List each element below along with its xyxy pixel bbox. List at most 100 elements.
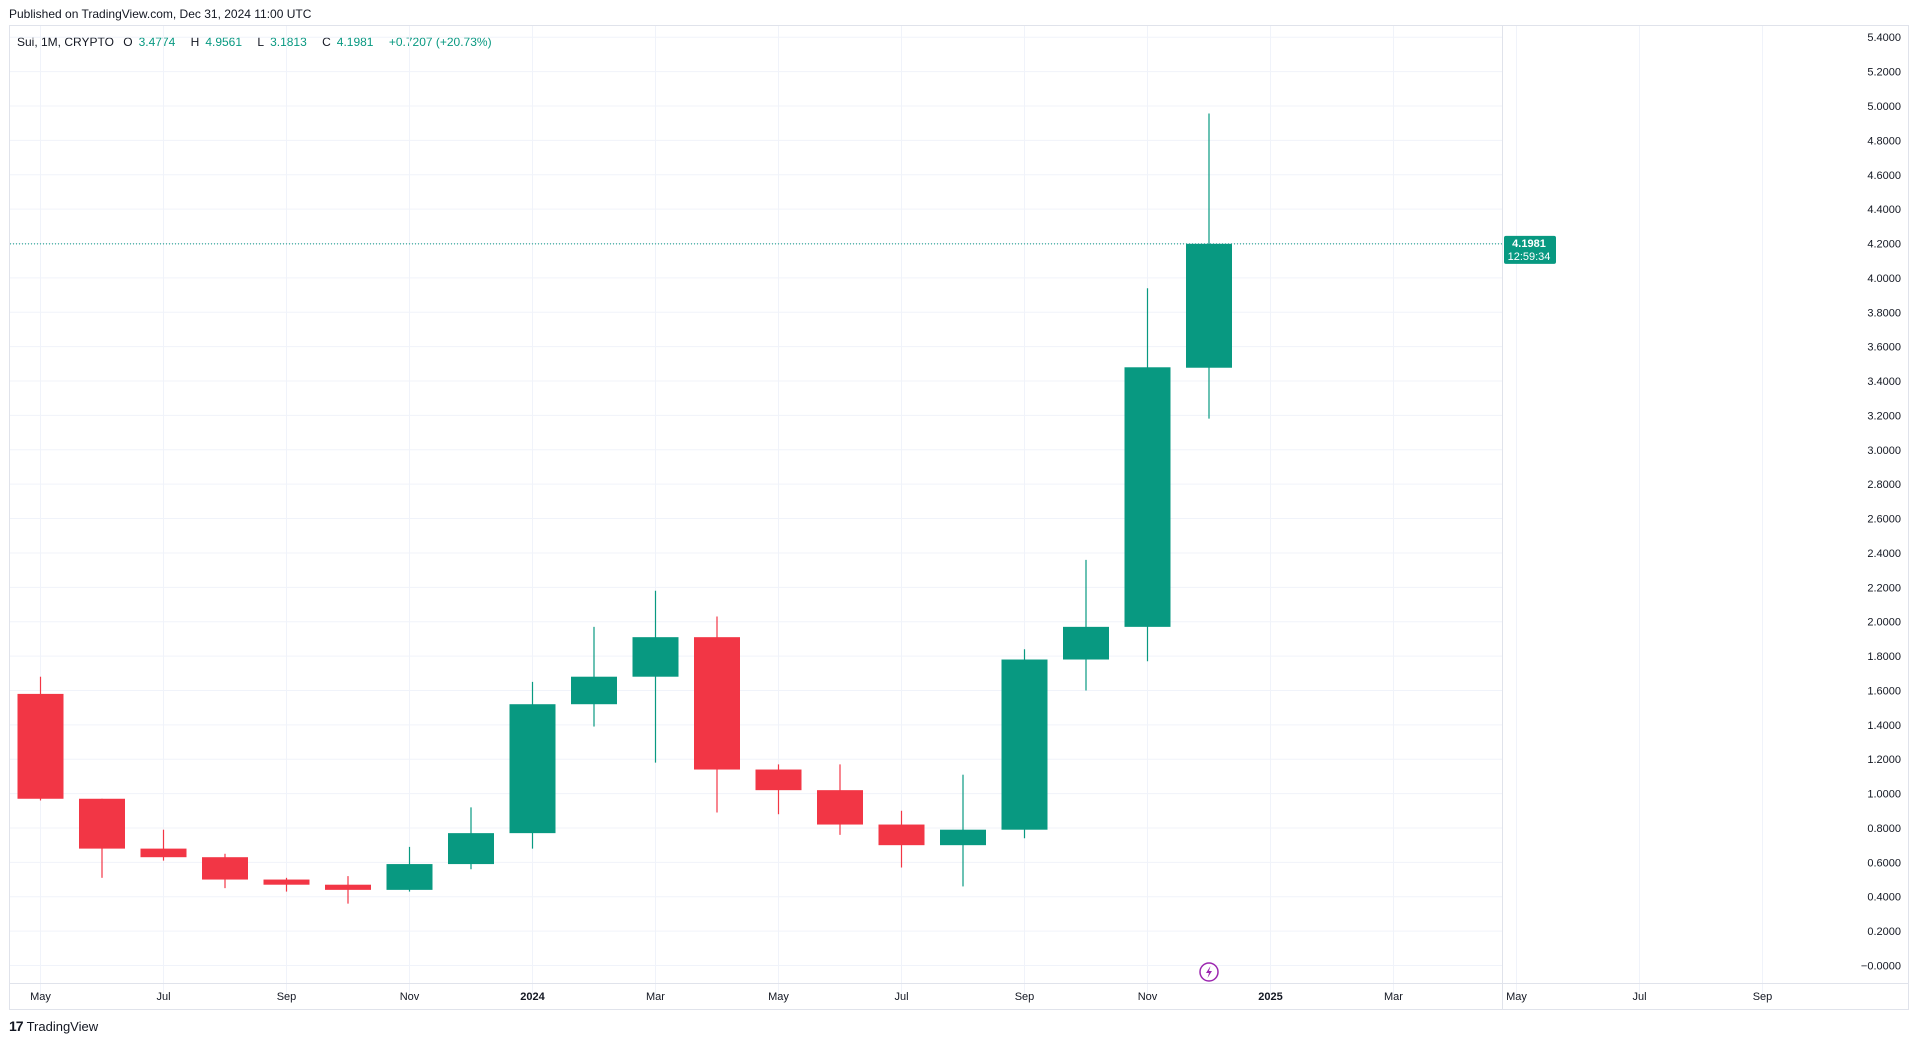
- y-tick-label: 3.2000: [1867, 410, 1901, 422]
- candle-up: [1063, 559, 1109, 691]
- candle-up: [448, 807, 494, 870]
- candle-body: [263, 879, 310, 885]
- candle-up: [632, 590, 679, 763]
- candle-body: [509, 704, 556, 834]
- y-tick-label: 3.6000: [1867, 342, 1901, 354]
- y-tick-label: 2.8000: [1867, 479, 1901, 491]
- candle-body: [632, 637, 679, 677]
- legend-close: 4.1981: [336, 35, 374, 49]
- y-tick-label: 1.8000: [1867, 651, 1901, 663]
- x-tick-label: Jul: [156, 991, 170, 1003]
- last-price-tag-bg: [1504, 235, 1556, 264]
- y-tick-label: 1.2000: [1867, 754, 1901, 766]
- y-tick-label: 0.4000: [1867, 892, 1901, 904]
- lightning-icon[interactable]: [1199, 962, 1219, 982]
- candle-down: [79, 798, 125, 878]
- candle-down: [17, 676, 64, 801]
- y-tick-label: 0.6000: [1867, 857, 1901, 869]
- y-tick-label: 5.4000: [1867, 32, 1901, 44]
- x-tick-label: Sep: [1015, 991, 1035, 1003]
- candle-body: [694, 637, 740, 770]
- candle-up: [1001, 649, 1048, 839]
- candle-down: [694, 616, 740, 813]
- candle-body: [17, 693, 64, 799]
- x-tick-label: Nov: [400, 991, 420, 1003]
- candle-body: [940, 829, 986, 846]
- last-price-value: 4.1981: [1512, 238, 1546, 250]
- price-axis[interactable]: 5.4000 5.2000 5.0000 4.8000 4.6000 4.4000 4.20…: [1502, 26, 1902, 1009]
- candle-body: [386, 864, 433, 890]
- candle-body: [878, 824, 925, 846]
- y-tick-label: 0.8000: [1867, 823, 1901, 835]
- legend-symbol: Sui, 1M, CRYPTO: [17, 35, 114, 49]
- legend-close-label: C: [322, 35, 331, 49]
- y-tick-label: 5.2000: [1867, 67, 1901, 79]
- y-tick-label: 3.8000: [1867, 307, 1901, 319]
- y-tick-label: 1.0000: [1867, 789, 1901, 801]
- x-tick-label: Sep: [1753, 991, 1773, 1003]
- y-tick-label: 3.4000: [1867, 376, 1901, 388]
- lightning-bolt-shape: [1206, 966, 1212, 978]
- candle-up: [509, 681, 556, 849]
- legend-low: 3.1813: [270, 35, 307, 49]
- bar-countdown: 12:59:34: [1508, 251, 1551, 263]
- candle-down: [755, 764, 802, 815]
- grid-lines: [10, 26, 1763, 995]
- y-tick-label: 5.0000: [1867, 101, 1901, 113]
- time-axis[interactable]: May Jul Sep Nov 2024 Mar May Jul Sep Nov 2025 Mar Ma…: [10, 983, 1908, 1004]
- legend-open: 3.4774: [138, 35, 176, 49]
- legend-high: 4.9561: [205, 35, 243, 49]
- x-tick-label: May: [30, 991, 51, 1003]
- x-tick-label: Jul: [1632, 991, 1646, 1003]
- x-tick-label: Nov: [1138, 991, 1158, 1003]
- y-tick-label: 4.0000: [1867, 273, 1901, 285]
- candle-body: [1186, 243, 1232, 368]
- candle-down: [140, 829, 187, 861]
- candle-body: [1001, 659, 1048, 830]
- y-tick-label: 4.2000: [1867, 239, 1901, 251]
- candle-down: [325, 876, 371, 904]
- x-tick-label: May: [768, 991, 789, 1003]
- y-tick-label: 1.4000: [1867, 720, 1901, 732]
- candle-up: [1186, 113, 1232, 419]
- legend-open-label: O: [123, 35, 133, 49]
- candle-up: [940, 774, 986, 887]
- tradingview-logo-icon: 17: [9, 1018, 24, 1034]
- published-caption: Published on TradingView.com, Dec 31, 20…: [9, 7, 312, 21]
- candle-down: [817, 764, 863, 835]
- candle-body: [1124, 367, 1171, 627]
- legend-change: +0.7207 (+20.73%): [388, 35, 492, 49]
- candle-body: [79, 798, 125, 849]
- candle-up: [1124, 288, 1171, 662]
- symbol-legend: Sui, 1M, CRYPTO O 3.4774 H 4.9561 L 3.1813 …: [17, 35, 498, 49]
- candles: [17, 113, 1232, 904]
- x-tick-label: Mar: [646, 991, 665, 1003]
- candle-up: [386, 846, 433, 892]
- x-tick-label: 2024: [520, 991, 545, 1003]
- legend-low-label: L: [257, 35, 265, 49]
- x-tick-label: Mar: [1384, 991, 1403, 1003]
- y-tick-label: 0.2000: [1867, 926, 1901, 938]
- candle-body: [140, 848, 187, 858]
- y-tick-label: 2.2000: [1867, 582, 1901, 594]
- y-tick-label: 4.8000: [1867, 135, 1901, 147]
- y-tick-label: 2.6000: [1867, 514, 1901, 526]
- candle-body: [817, 790, 863, 825]
- x-tick-label: May: [1506, 991, 1527, 1003]
- x-tick-label: 2025: [1258, 991, 1282, 1003]
- candle-body: [571, 676, 617, 705]
- chart-frame[interactable]: [9, 25, 1909, 1010]
- candle-body: [325, 884, 371, 890]
- candle-body: [755, 769, 802, 791]
- footer-brand[interactable]: 17 TradingView: [9, 1018, 98, 1034]
- y-tick-label: 2.4000: [1867, 548, 1901, 560]
- candle-body: [202, 857, 248, 880]
- y-tick-label: 4.4000: [1867, 204, 1901, 216]
- candle-body: [1063, 626, 1109, 660]
- last-price-tag: 4.1981 12:59:34: [1504, 235, 1556, 264]
- legend-high-label: H: [190, 35, 200, 49]
- y-tick-label: 2.0000: [1867, 617, 1901, 629]
- y-tick-label: 3.0000: [1867, 445, 1901, 457]
- footer-brand-text: TradingView: [26, 1018, 99, 1034]
